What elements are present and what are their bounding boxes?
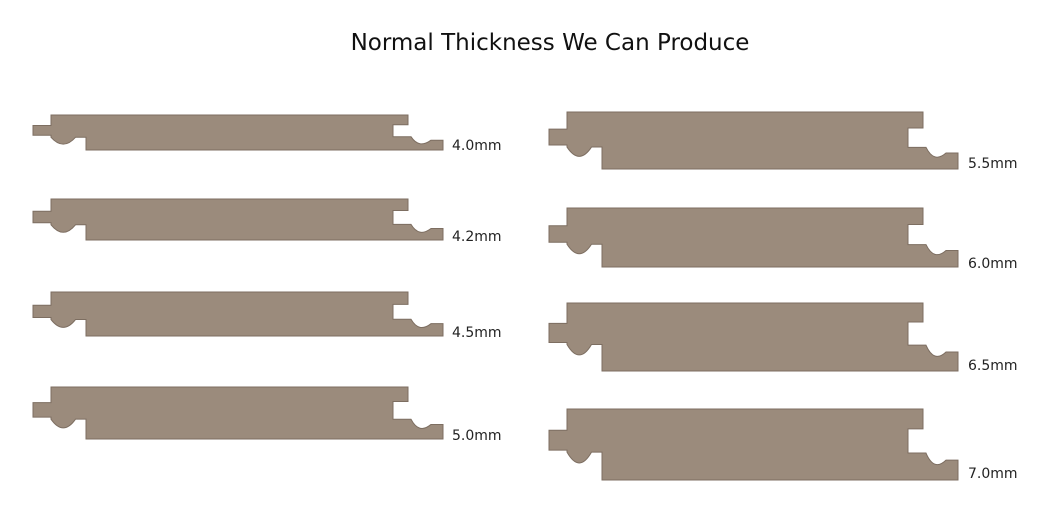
board-profile: [32, 291, 444, 337]
board-profile: [548, 408, 959, 481]
thickness-label: 6.0mm: [968, 256, 1018, 272]
thickness-label: 4.5mm: [452, 325, 502, 341]
thickness-label: 6.5mm: [968, 358, 1018, 374]
board-profile: [32, 114, 444, 151]
thickness-label: 4.0mm: [452, 138, 502, 154]
thickness-label: 5.5mm: [968, 156, 1018, 172]
board-profile: [548, 111, 959, 170]
board-profile: [32, 198, 444, 241]
board-profile: [548, 207, 959, 268]
thickness-label: 5.0mm: [452, 428, 502, 444]
board-profile: [32, 386, 444, 440]
board-profile: [548, 302, 959, 372]
thickness-label: 7.0mm: [968, 466, 1018, 482]
thickness-label: 4.2mm: [452, 229, 502, 245]
diagram-title: Normal Thickness We Can Produce: [350, 30, 750, 56]
